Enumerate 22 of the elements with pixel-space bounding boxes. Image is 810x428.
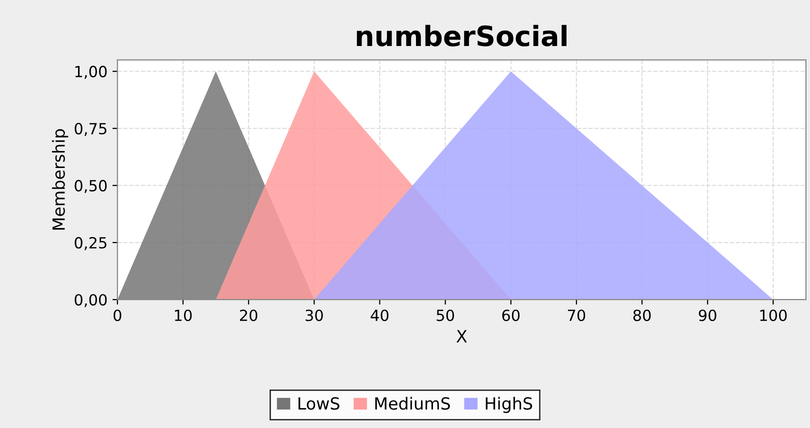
y-axis-title: Membership: [52, 129, 68, 230]
legend-label: HighS: [486, 396, 532, 413]
x-tick-label: 90: [698, 310, 716, 322]
y-tick-label: 1,00: [75, 66, 107, 79]
x-tick-label: 10: [174, 310, 192, 322]
x-tick-label: 50: [436, 310, 454, 322]
x-tick-label: 20: [240, 310, 258, 322]
y-tick-label: 0,50: [74, 180, 107, 194]
x-tick-label: 0: [114, 310, 122, 322]
x-tick-label: 80: [633, 310, 651, 322]
x-tick-label: 30: [306, 310, 323, 322]
legend-label: LowS: [298, 397, 340, 410]
x-tick-label: 70: [568, 310, 586, 322]
x-tick-label: 100: [760, 310, 787, 322]
x-axis-title: X: [456, 330, 467, 342]
x-tick-label: 40: [370, 310, 388, 322]
y-tick-label: 0,00: [74, 294, 107, 308]
x-tick-label: 60: [502, 310, 520, 322]
y-tick-label: 0,75: [74, 122, 106, 136]
legend-label: MediumS: [375, 396, 450, 410]
chart-title: numberSocial: [356, 24, 566, 46]
y-tick-label: 0,25: [74, 237, 106, 250]
